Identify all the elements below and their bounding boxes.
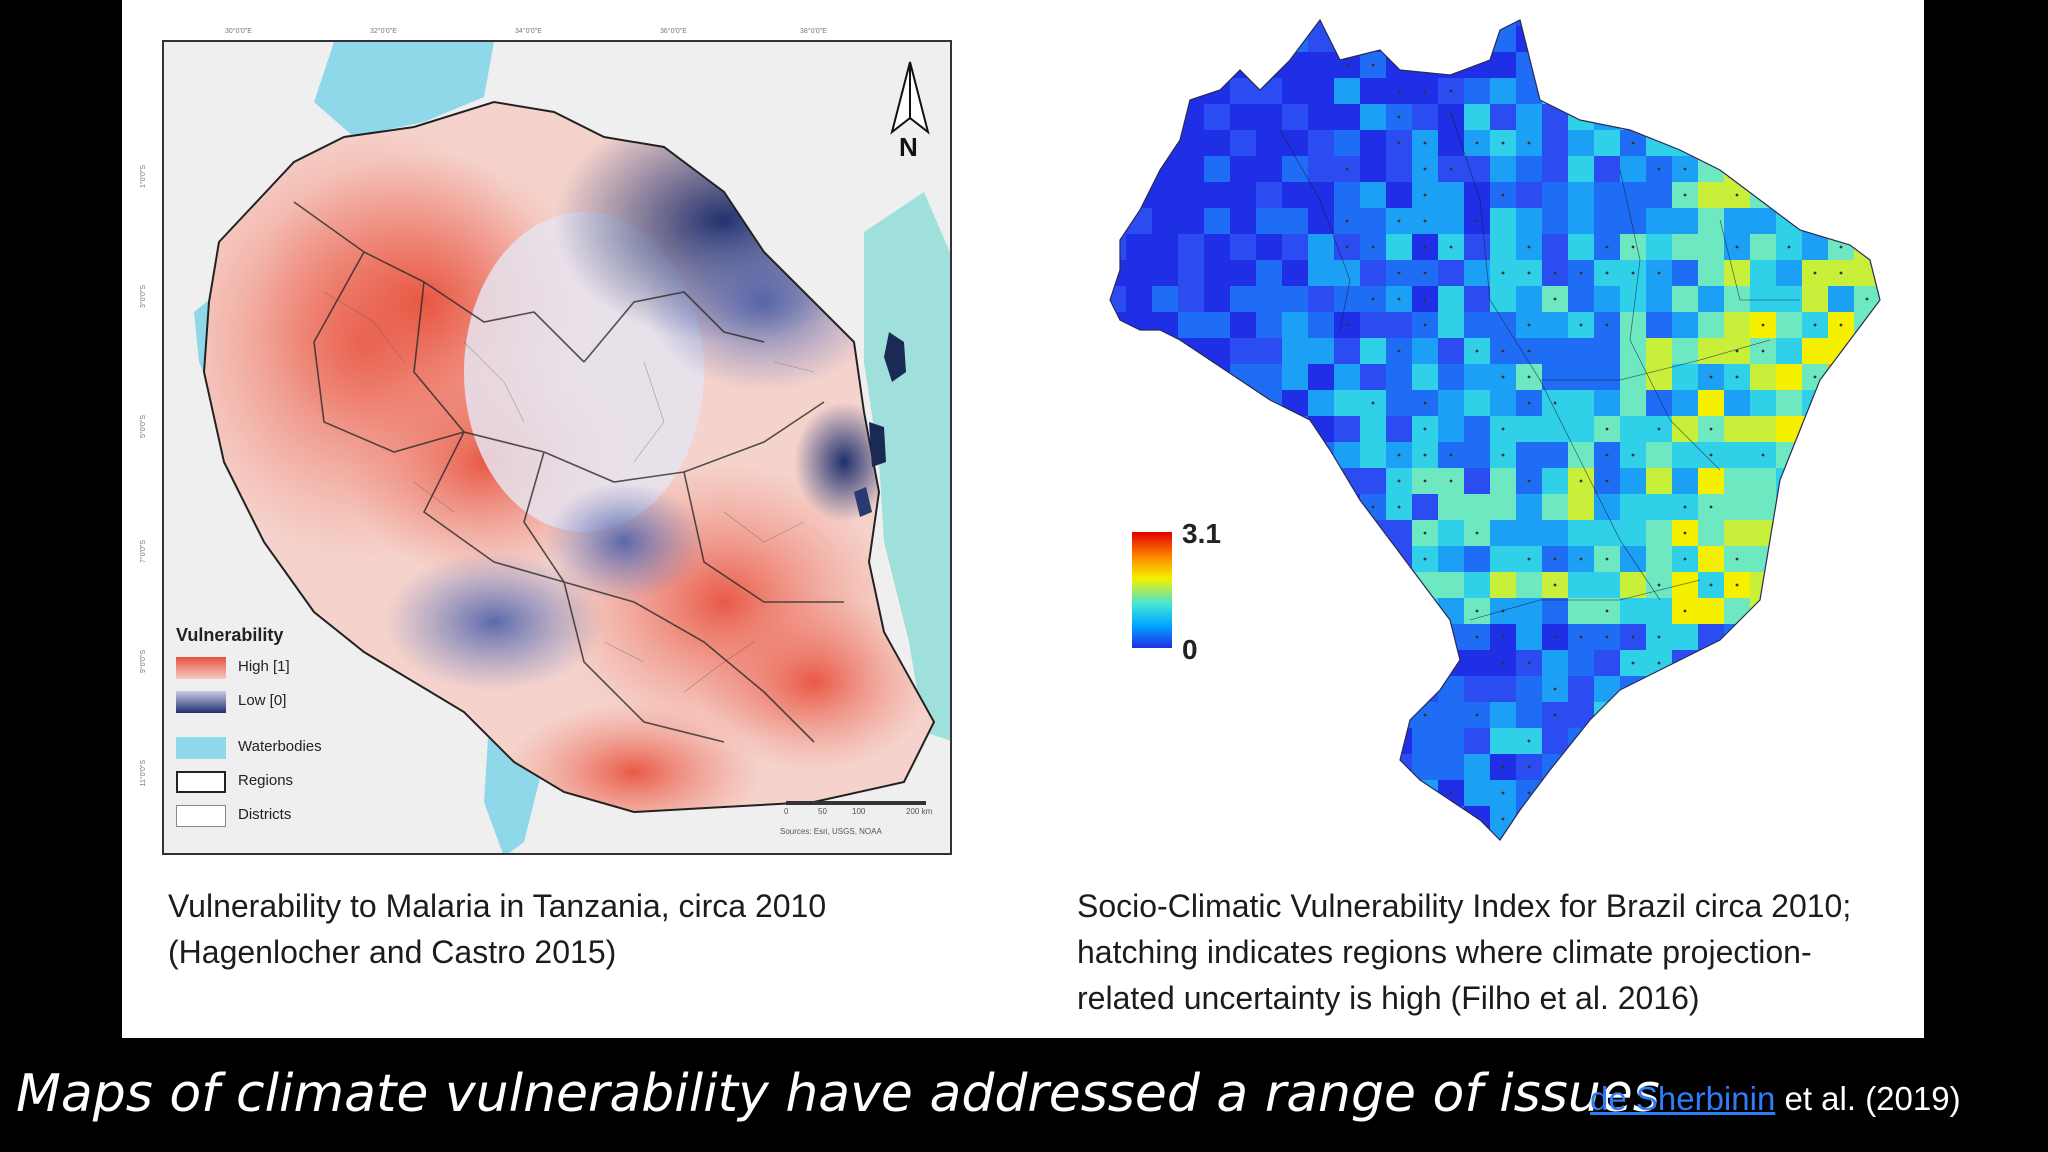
citation-link[interactable]: de Sherbinin	[1590, 1080, 1776, 1117]
north-label: N	[899, 132, 918, 162]
legend-districts-swatch	[176, 805, 226, 827]
brazil-map	[1020, 0, 1890, 860]
tanzania-caption-line1: Vulnerability to Malaria in Tanzania, ci…	[168, 888, 827, 924]
tanzania-map	[162, 40, 952, 855]
slide-title: Maps of climate vulnerability have addre…	[16, 1064, 1660, 1124]
lat-tick: 5°0'0"S	[140, 415, 147, 438]
lon-tick: 30°0'0"E	[225, 28, 252, 35]
legend-water-label: Waterbodies	[238, 738, 322, 755]
tanzania-map-graphic	[164, 42, 950, 853]
legend-high-swatch	[176, 657, 226, 679]
colorbar-min-label: 0	[1182, 634, 1198, 665]
brazil-caption-line1: Socio-Climatic Vulnerability Index for B…	[1077, 888, 1852, 924]
lon-tick: 38°0'0"E	[800, 28, 827, 35]
legend-water-swatch	[176, 737, 226, 759]
citation-rest: et al. (2019)	[1775, 1080, 1961, 1117]
citation: de Sherbinin et al. (2019)	[1590, 1080, 1961, 1118]
scale-label: 0	[784, 807, 789, 816]
legend-districts-label: Districts	[238, 806, 292, 823]
lat-tick: 3°0'0"S	[140, 285, 147, 308]
brazil-map-graphic	[1109, 18, 1881, 841]
north-arrow-icon: N	[882, 58, 938, 162]
tanzania-legend: Vulnerability High [1] Low [0] Waterbodi…	[172, 625, 362, 837]
lat-tick: 9°0'0"S	[140, 650, 147, 673]
brazil-caption-line2: hatching indicates regions where climate…	[1077, 934, 1812, 970]
source-note: Sources: Esri, USGS, NOAA	[780, 827, 882, 836]
lon-tick: 32°0'0"E	[370, 28, 397, 35]
legend-low-swatch	[176, 691, 226, 713]
lat-tick: 7°0'0"S	[140, 540, 147, 563]
legend-title: Vulnerability	[176, 625, 284, 645]
tanzania-caption: Vulnerability to Malaria in Tanzania, ci…	[168, 883, 908, 975]
legend-low-label: Low [0]	[238, 692, 287, 709]
scale-bar: 0 50 100 200 km Sources: Esri, USGS, NOA…	[780, 795, 942, 845]
legend-high-label: High [1]	[238, 658, 290, 675]
lon-tick: 36°0'0"E	[660, 28, 687, 35]
lat-tick: 1°0'0"S	[140, 165, 147, 188]
brazil-colorbar	[1132, 532, 1172, 648]
legend-regions-swatch	[176, 771, 226, 793]
brazil-caption-line3: related uncertainty is high (Filho et al…	[1077, 980, 1700, 1016]
brazil-caption: Socio-Climatic Vulnerability Index for B…	[1077, 883, 1937, 1021]
scale-label: 200 km	[906, 807, 933, 816]
tanzania-caption-line2: (Hagenlocher and Castro 2015)	[168, 934, 617, 970]
scale-label: 100	[852, 807, 866, 816]
scale-label: 50	[818, 807, 827, 816]
colorbar-max-label: 3.1	[1182, 518, 1221, 549]
lat-tick: 11°0'0"S	[140, 760, 147, 787]
lon-tick: 34°0'0"E	[515, 28, 542, 35]
legend-regions-label: Regions	[238, 772, 294, 789]
